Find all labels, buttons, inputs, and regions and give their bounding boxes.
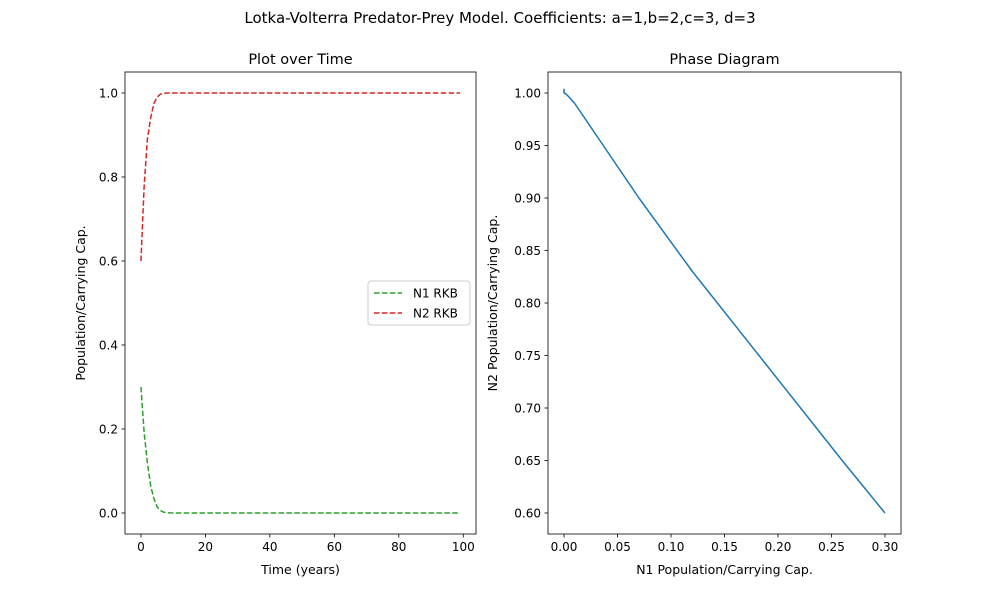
x-tick-label: 0.30: [872, 540, 899, 554]
x-tick-label: 0.20: [765, 540, 792, 554]
y-tick-label: 1.00: [514, 86, 541, 100]
plot-over-time-axes: 0 20 40 60 80 100 0.0 0.2 0.4 0.6 0.8 1.0 Plot over …: [73, 52, 477, 577]
x-axis-label: N1 Population/Carrying Cap.: [636, 562, 813, 577]
series-line-n1-rkb: [140, 386, 461, 514]
y-tick-label: 0.65: [514, 454, 541, 468]
y-tick-label: 0.75: [514, 349, 541, 363]
x-axis-label: Time (years): [260, 562, 340, 577]
y-tick-label: 0.8: [99, 170, 118, 184]
y-tick-label: 0.6: [99, 254, 118, 268]
y-tick-label: 0.95: [514, 139, 541, 153]
series-line-n2-rkb: [140, 92, 461, 262]
figure-title: Lotka-Volterra Predator-Prey Model. Coef…: [244, 9, 756, 27]
y-tick-label: 0.85: [514, 244, 541, 258]
y-tick-label: 0.0: [99, 506, 118, 520]
x-tick-label: 0.15: [711, 540, 738, 554]
x-tick-label: 100: [452, 540, 475, 554]
x-tick-label: 40: [262, 540, 277, 554]
legend-label: N1 RKB: [413, 286, 458, 300]
axes-title: Plot over Time: [248, 52, 352, 68]
x-tick-label: 0.25: [818, 540, 845, 554]
y-tick-label: 0.90: [514, 191, 541, 205]
phase-diagram-axes: 0.00 0.05 0.10 0.15 0.20 0.25 0.30 0.60 0.65 0.70…: [485, 52, 902, 577]
x-tick-label: 60: [327, 540, 342, 554]
y-tick-label: 0.80: [514, 296, 541, 310]
y-tick-label: 0.4: [99, 338, 118, 352]
x-tick-label: 20: [198, 540, 213, 554]
x-tick-label: 0.05: [604, 540, 631, 554]
series-line-1-0: [563, 88, 886, 514]
axes-title: Phase Diagram: [669, 52, 779, 68]
y-axis-label: N2 Population/Carrying Cap.: [485, 215, 500, 392]
y-tick-label: 0.2: [99, 422, 118, 436]
legend-label: N2 RKB: [413, 306, 458, 320]
x-tick-label: 0: [137, 540, 145, 554]
legend-box: [367, 280, 471, 326]
y-tick-label: 1.0: [99, 86, 118, 100]
y-tick-label: 0.70: [514, 401, 541, 415]
legend: N1 RKB N2 RKB: [367, 280, 471, 326]
axes-frame: [124, 71, 477, 535]
x-tick-label: 80: [391, 540, 406, 554]
y-tick-label: 0.60: [514, 506, 541, 520]
x-tick-label: 0.10: [658, 540, 685, 554]
y-axis-label: Population/Carrying Cap.: [73, 225, 88, 380]
x-tick-label: 0.00: [551, 540, 578, 554]
